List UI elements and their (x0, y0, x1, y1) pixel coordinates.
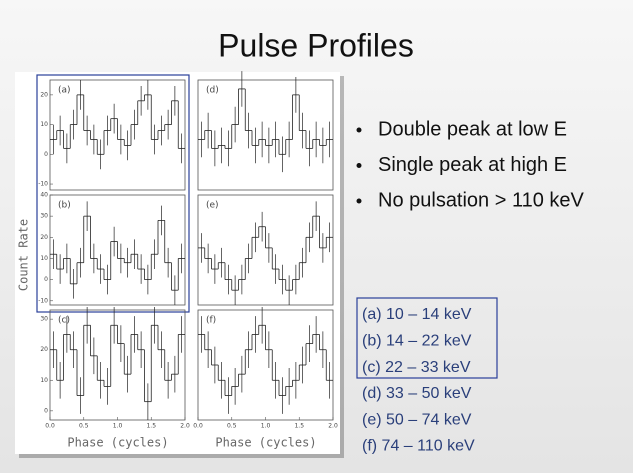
y-tick-label: 20 (40, 234, 48, 241)
y-axis-label: Count Rate (17, 219, 31, 291)
panel-frame (197, 79, 334, 191)
band-highlight (356, 297, 498, 379)
band-label: (b) 14 – 22 keV (362, 333, 472, 350)
y-tick-label: 0 (44, 276, 48, 283)
y-tick-label: 20 (40, 346, 48, 353)
band-label: (f) 74 – 110 keV (362, 438, 475, 455)
y-tick-label: 30 (40, 316, 48, 323)
x-tick-label: 0.0 (193, 423, 203, 430)
x-tick-label: 2.0 (180, 423, 190, 430)
x-tick-label: 0.5 (79, 423, 89, 430)
y-tick-label: -10 (38, 297, 48, 304)
x-tick-label: 1.0 (261, 423, 271, 430)
y-tick-label: 20 (40, 91, 48, 98)
slide-title: Pulse Profiles (218, 27, 414, 63)
panel-frame (49, 194, 186, 306)
panel-label: (f) (206, 316, 216, 326)
y-tick-label: 0 (44, 407, 48, 414)
y-tick-label: 30 (40, 213, 48, 220)
x-tick-label: 0.0 (45, 423, 55, 430)
y-tick-label: -10 (38, 181, 48, 188)
y-tick-label: 0 (44, 151, 48, 158)
y-tick-label: 10 (40, 255, 48, 262)
x-axis-label: Phase (cycles) (67, 436, 168, 450)
x-axis-label: Phase (cycles) (215, 436, 316, 450)
x-tick-label: 1.0 (113, 423, 123, 430)
y-tick-label: 10 (40, 377, 48, 384)
band-label: (c) 22 – 33 keV (362, 359, 471, 376)
bullet-dot (356, 198, 362, 204)
band-label: (a) 10 – 14 keV (362, 306, 472, 323)
panel-label: (e) (206, 201, 219, 211)
bullet-text: Single peak at high E (378, 154, 567, 176)
bullet-dot (356, 127, 362, 133)
panel-frame (49, 79, 186, 191)
y-tick-label: 40 (40, 192, 48, 199)
bullet-text: No pulsation > 110 keV (378, 189, 585, 211)
panel-label: (d) (206, 86, 219, 96)
bullet-dot (356, 163, 362, 168)
band-label: (e) 50 – 74 keV (362, 411, 472, 428)
panel-label: (b) (58, 201, 71, 211)
y-tick-label: 10 (40, 121, 48, 128)
bullet-text: Double peak at low E (378, 118, 567, 140)
x-tick-label: 0.5 (227, 423, 237, 430)
panel-frame (197, 194, 334, 306)
panel-label: (a) (58, 86, 71, 96)
x-tick-label: 1.5 (294, 423, 304, 430)
band-label: (d) 33 – 50 keV (362, 385, 472, 402)
x-tick-label: 2.0 (328, 423, 338, 430)
panel-highlight (36, 74, 190, 313)
panel-label: (c) (58, 316, 70, 326)
x-tick-label: 1.5 (146, 423, 156, 430)
